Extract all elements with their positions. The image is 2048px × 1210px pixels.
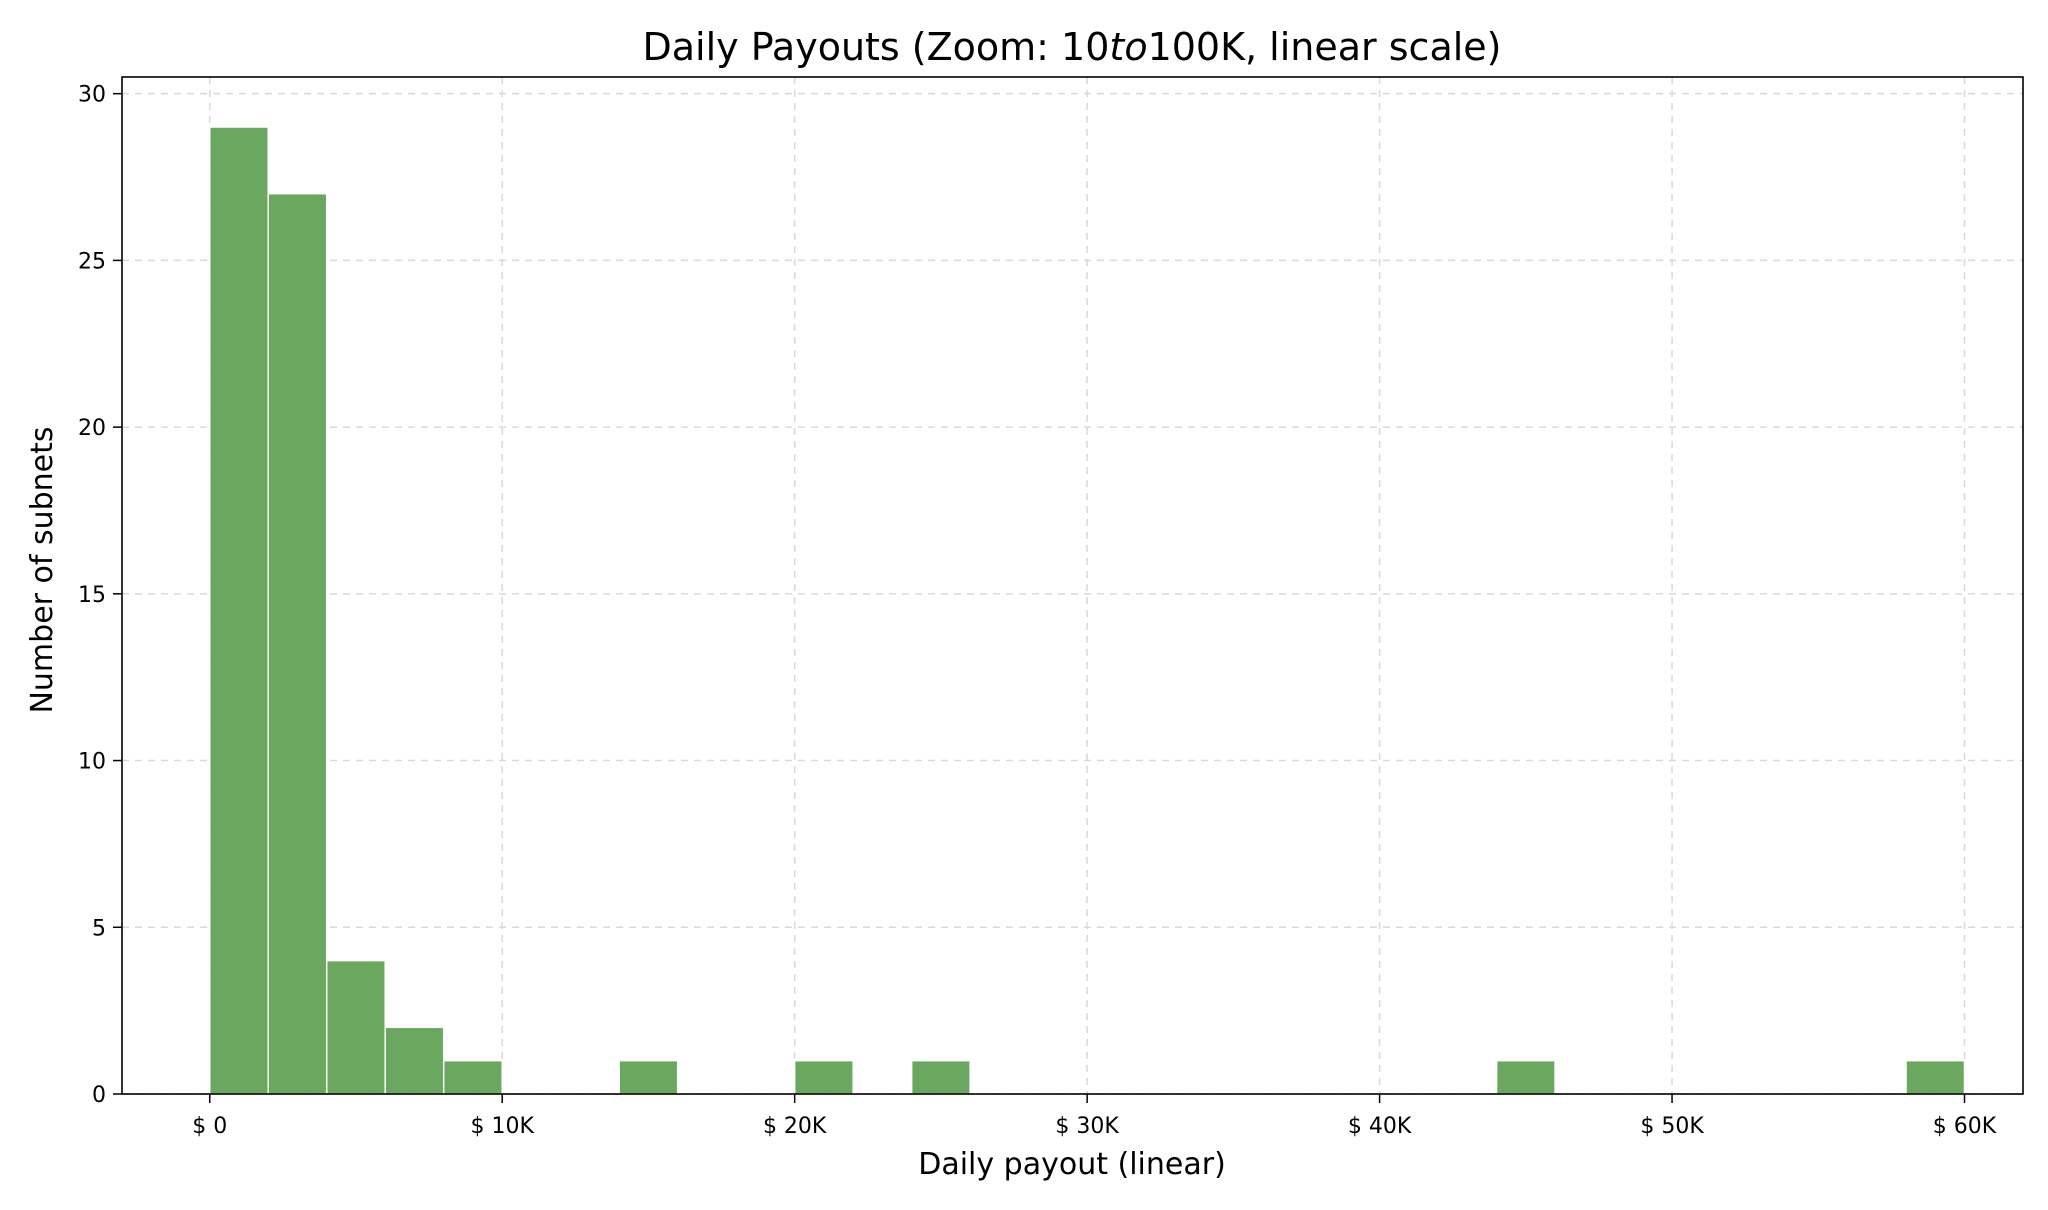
x-tick-label: $ 30K xyxy=(1055,1114,1119,1139)
histogram-bar xyxy=(618,1059,679,1095)
plot-frame xyxy=(121,76,2024,1095)
histogram-bar xyxy=(384,1026,445,1095)
y-tick-label: 15 xyxy=(78,583,106,608)
chart-title: Daily Payouts (Zoom: 10to100K, linear sc… xyxy=(642,25,1501,69)
histogram-bar xyxy=(1495,1059,1556,1095)
histogram-bar xyxy=(793,1059,854,1095)
y-tick-label: 30 xyxy=(78,83,106,108)
x-axis-label: Daily payout (linear) xyxy=(918,1147,1226,1182)
histogram-bar xyxy=(267,192,328,1095)
chart-title-part-1: Daily Payouts (Zoom: 10 xyxy=(642,25,1109,69)
histogram-bar xyxy=(208,126,269,1095)
histogram-bars xyxy=(208,126,1966,1095)
y-axis-label: Number of subnets xyxy=(25,426,60,713)
histogram-bar xyxy=(1905,1059,1966,1095)
chart-title-part-3: 100K, linear scale) xyxy=(1148,25,1502,69)
y-tick-label: 0 xyxy=(92,1083,106,1108)
x-tick-label: $ 50K xyxy=(1640,1114,1704,1139)
x-tick-label: $ 10K xyxy=(470,1114,534,1139)
y-tick-label: 25 xyxy=(78,249,106,274)
y-tick-label: 10 xyxy=(78,750,106,775)
histogram-bar xyxy=(325,959,386,1095)
x-tick-label: $ 60K xyxy=(1933,1114,1997,1139)
x-axis-ticks: $ 0 $ 10K $ 20K $ 30K $ 40K $ 50K $ 60K xyxy=(192,1094,1997,1139)
histogram-bar xyxy=(910,1059,971,1095)
chart-title-part-2: to xyxy=(1109,25,1147,69)
x-tick-label: $ 0 xyxy=(192,1114,227,1139)
x-tick-label: $ 40K xyxy=(1348,1114,1412,1139)
y-axis-ticks: 0 5 10 15 20 25 30 xyxy=(78,83,122,1108)
histogram-bar xyxy=(442,1059,503,1095)
y-tick-label: 5 xyxy=(92,916,106,941)
y-tick-label: 20 xyxy=(78,416,106,441)
x-tick-label: $ 20K xyxy=(763,1114,827,1139)
